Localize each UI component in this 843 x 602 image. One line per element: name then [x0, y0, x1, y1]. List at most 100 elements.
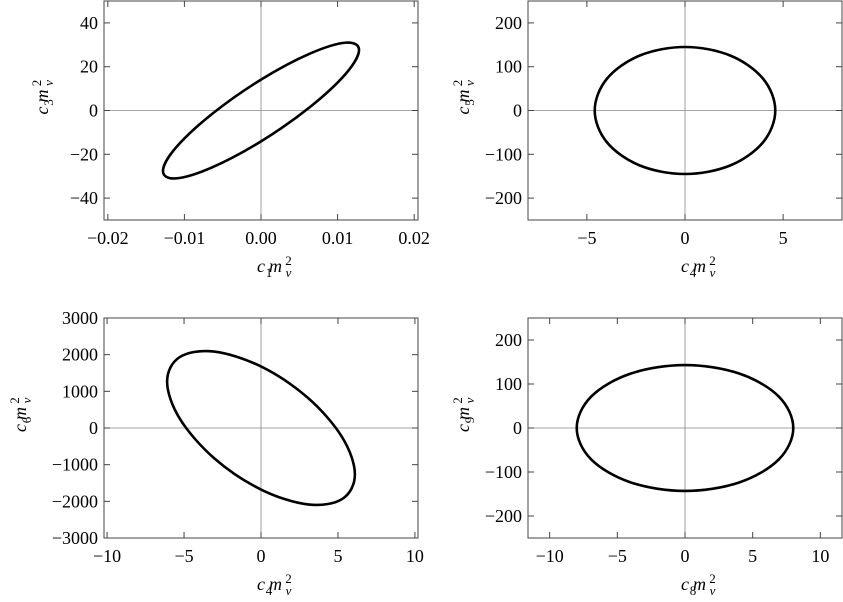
label-part: 2 [285, 571, 292, 586]
axis-label-text: c1m 2 v [257, 253, 292, 280]
label-part: m [269, 256, 282, 276]
label-part: c [681, 574, 689, 594]
ellipse-curve [593, 45, 777, 176]
label-part: 8 [690, 583, 697, 598]
x-tick-label: 0.01 [322, 228, 354, 248]
label-part: 2 [7, 397, 22, 404]
y-tick-label: 1000 [62, 381, 98, 401]
label-part: 2 [709, 253, 716, 268]
x-tick-label: −5 [608, 546, 627, 566]
axis-label-text: c4m 2 v [257, 571, 292, 598]
x-tick-label: 0 [257, 546, 266, 566]
label-part: v [19, 397, 34, 403]
y-tick-label: 100 [495, 57, 522, 77]
x-tick-label: 5 [779, 228, 788, 248]
y-tick-label: −20 [70, 144, 98, 164]
label-part: c [257, 574, 265, 594]
label-part: m [32, 90, 52, 103]
y-tick-label: 200 [495, 330, 522, 350]
y-tick-label: −100 [485, 462, 522, 482]
label-part: c [681, 256, 689, 276]
x-tick-label: 0.02 [398, 228, 430, 248]
axis-label: c6m 2v [7, 397, 34, 432]
y-tick-label: 0 [513, 101, 522, 121]
y-tick-label: −200 [485, 506, 522, 526]
label-part: v [286, 265, 292, 280]
y-tick-label: 0 [89, 101, 98, 121]
axis-label-text: c9m 2v [450, 397, 477, 432]
label-part: m [693, 574, 706, 594]
y-tick-label: −200 [485, 188, 522, 208]
x-tick-label: −0.01 [164, 228, 206, 248]
label-part: m [10, 407, 30, 420]
x-tick-label: 0 [681, 228, 690, 248]
axis-label: c5m 2v [450, 80, 477, 115]
y-tick-label: 0 [513, 418, 522, 438]
label-part: v [710, 583, 716, 598]
y-tick-label: 20 [80, 57, 98, 77]
axis-label-text: c3m 2v [29, 80, 56, 115]
y-tick-label: 200 [495, 13, 522, 33]
label-part: 3 [41, 99, 56, 106]
x-tick-label: −10 [93, 546, 121, 566]
label-part: m [453, 407, 473, 420]
label-part: 2 [709, 571, 716, 586]
x-tick-label: −5 [577, 228, 596, 248]
ellipse-curve [165, 349, 357, 507]
label-part: c [453, 424, 473, 432]
label-part: 2 [285, 253, 292, 268]
label-part: v [41, 80, 56, 86]
label-part: 2 [29, 80, 44, 87]
axis-label-text: c8m 2 v [681, 571, 716, 598]
x-tick-label: −0.02 [87, 228, 129, 248]
label-part: v [286, 583, 292, 598]
x-tick-label: 10 [406, 546, 424, 566]
label-part: 2 [450, 80, 465, 87]
ellipse-curve [161, 41, 361, 180]
label-part: 9 [462, 417, 477, 424]
label-part: v [462, 397, 477, 403]
y-tick-label: 3000 [62, 308, 98, 328]
axis-label: c4m 2 v [681, 253, 716, 280]
axis-label: c8m 2 v [681, 571, 716, 598]
label-part: c [10, 424, 30, 432]
y-tick-label: −3000 [52, 528, 98, 548]
panel: −10 −5 0 5 10−3000−2000−10000100020003000c4m… [7, 308, 424, 598]
axis-label: c3m 2v [29, 80, 56, 115]
x-tick-label: −10 [536, 546, 564, 566]
label-part: 4 [690, 265, 697, 280]
label-part: c [453, 107, 473, 115]
label-part: c [32, 107, 52, 115]
axis-label: c4m 2 v [257, 571, 292, 598]
label-part: 2 [450, 397, 465, 404]
label-part: 6 [19, 416, 34, 423]
axis-label-text: c6m 2v [7, 397, 34, 432]
label-part: 4 [266, 583, 273, 598]
y-tick-label: 2000 [62, 345, 98, 365]
label-part: 1 [266, 265, 273, 280]
x-tick-label: 5 [333, 546, 342, 566]
ellipse-curve [575, 363, 795, 493]
x-tick-label: 0.00 [245, 228, 277, 248]
label-part: m [453, 90, 473, 103]
y-tick-label: −1000 [52, 455, 98, 475]
y-tick-label: −2000 [52, 491, 98, 511]
y-tick-label: 40 [80, 13, 98, 33]
axis-label-text: c5m 2v [450, 80, 477, 115]
label-part: m [269, 574, 282, 594]
x-tick-label: 0 [681, 546, 690, 566]
y-tick-label: −100 [485, 144, 522, 164]
x-tick-label: 10 [811, 546, 829, 566]
axis-label: c9m 2v [450, 397, 477, 432]
y-tick-label: −40 [70, 188, 98, 208]
label-part: 5 [462, 99, 477, 106]
y-tick-label: 100 [495, 374, 522, 394]
axis-label-text: c4m 2 v [681, 253, 716, 280]
y-tick-label: 0 [89, 418, 98, 438]
x-tick-label: −5 [174, 546, 193, 566]
x-tick-label: 5 [748, 546, 757, 566]
